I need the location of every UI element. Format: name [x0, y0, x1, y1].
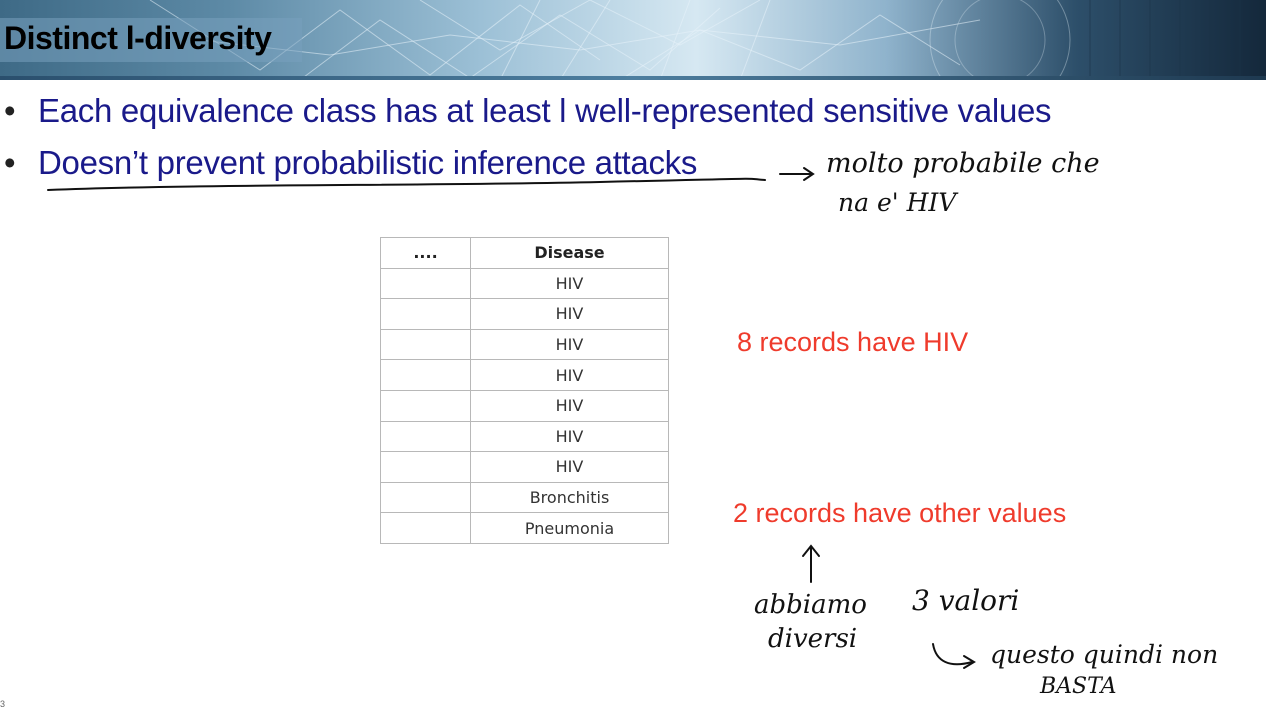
bullet-text: Doesn’t prevent probabilistic inference … — [38, 144, 698, 181]
hiv-count-note: 8 records have HIV — [737, 327, 969, 357]
table-cell: HIV — [470, 389, 669, 422]
hook-arrow-stroke — [932, 643, 973, 666]
table-cell: HIV — [470, 359, 669, 391]
bullet-text: Each equivalence class has at least l we… — [38, 92, 1052, 129]
note-molto-probabile: molto probabile che — [826, 148, 1100, 179]
table-row: Bronchitis — [380, 481, 669, 514]
table-row: HIV — [380, 267, 669, 300]
table-cell — [380, 359, 471, 391]
slide-number: 3 — [0, 699, 6, 709]
arrow-right-head — [803, 167, 815, 181]
arrow-up-head — [802, 544, 820, 557]
note-3-valori: 3 valori — [912, 584, 1020, 617]
header-banner: Distinct l-diversity — [0, 0, 1266, 80]
disease-table: .... Disease HIV HIV HIV HIV HIV HIV HIV… — [380, 237, 669, 544]
hook-arrow-head — [963, 655, 976, 669]
table-row: HIV — [380, 298, 669, 330]
bullet-dot: • — [4, 92, 16, 129]
table-row: HIV — [380, 328, 669, 361]
table-cell — [380, 512, 471, 544]
underline-stroke — [47, 177, 766, 191]
table-row: HIV — [380, 451, 669, 483]
note-diversi: diversi — [768, 624, 858, 654]
table-cell: Pneumonia — [470, 512, 669, 544]
note-basta: BASTA — [1040, 674, 1117, 699]
slide-title: Distinct l-diversity — [4, 20, 272, 56]
table-row: HIV — [380, 359, 669, 391]
title-backdrop — [0, 18, 302, 62]
column-header-disease: Disease — [470, 237, 669, 269]
note-hiv: na e' HIV — [838, 188, 957, 217]
note-questo-quindi: questo quindi non — [990, 640, 1219, 669]
table-cell — [380, 420, 471, 453]
bullet-dot: • — [4, 144, 16, 181]
table-row: Pneumonia — [380, 512, 669, 544]
table-header-row: .... Disease — [380, 237, 669, 269]
table-cell — [380, 481, 471, 514]
table-cell: HIV — [470, 451, 669, 483]
note-abbiamo: abbiamo — [754, 590, 867, 620]
table-cell: Bronchitis — [470, 481, 669, 514]
table-cell — [380, 298, 471, 330]
table-cell — [380, 267, 471, 300]
table-cell: HIV — [470, 298, 669, 330]
table-cell — [380, 451, 471, 483]
table-row: HIV — [380, 389, 669, 422]
table-row: HIV — [380, 420, 669, 453]
column-header-ellipsis: .... — [380, 237, 471, 269]
banner-divider — [0, 76, 1266, 80]
table-cell: HIV — [470, 420, 669, 453]
table-cell: HIV — [470, 328, 669, 361]
table-cell: HIV — [470, 267, 669, 300]
other-values-note: 2 records have other values — [733, 498, 1067, 528]
table-cell — [380, 389, 471, 422]
table-cell — [380, 328, 471, 361]
